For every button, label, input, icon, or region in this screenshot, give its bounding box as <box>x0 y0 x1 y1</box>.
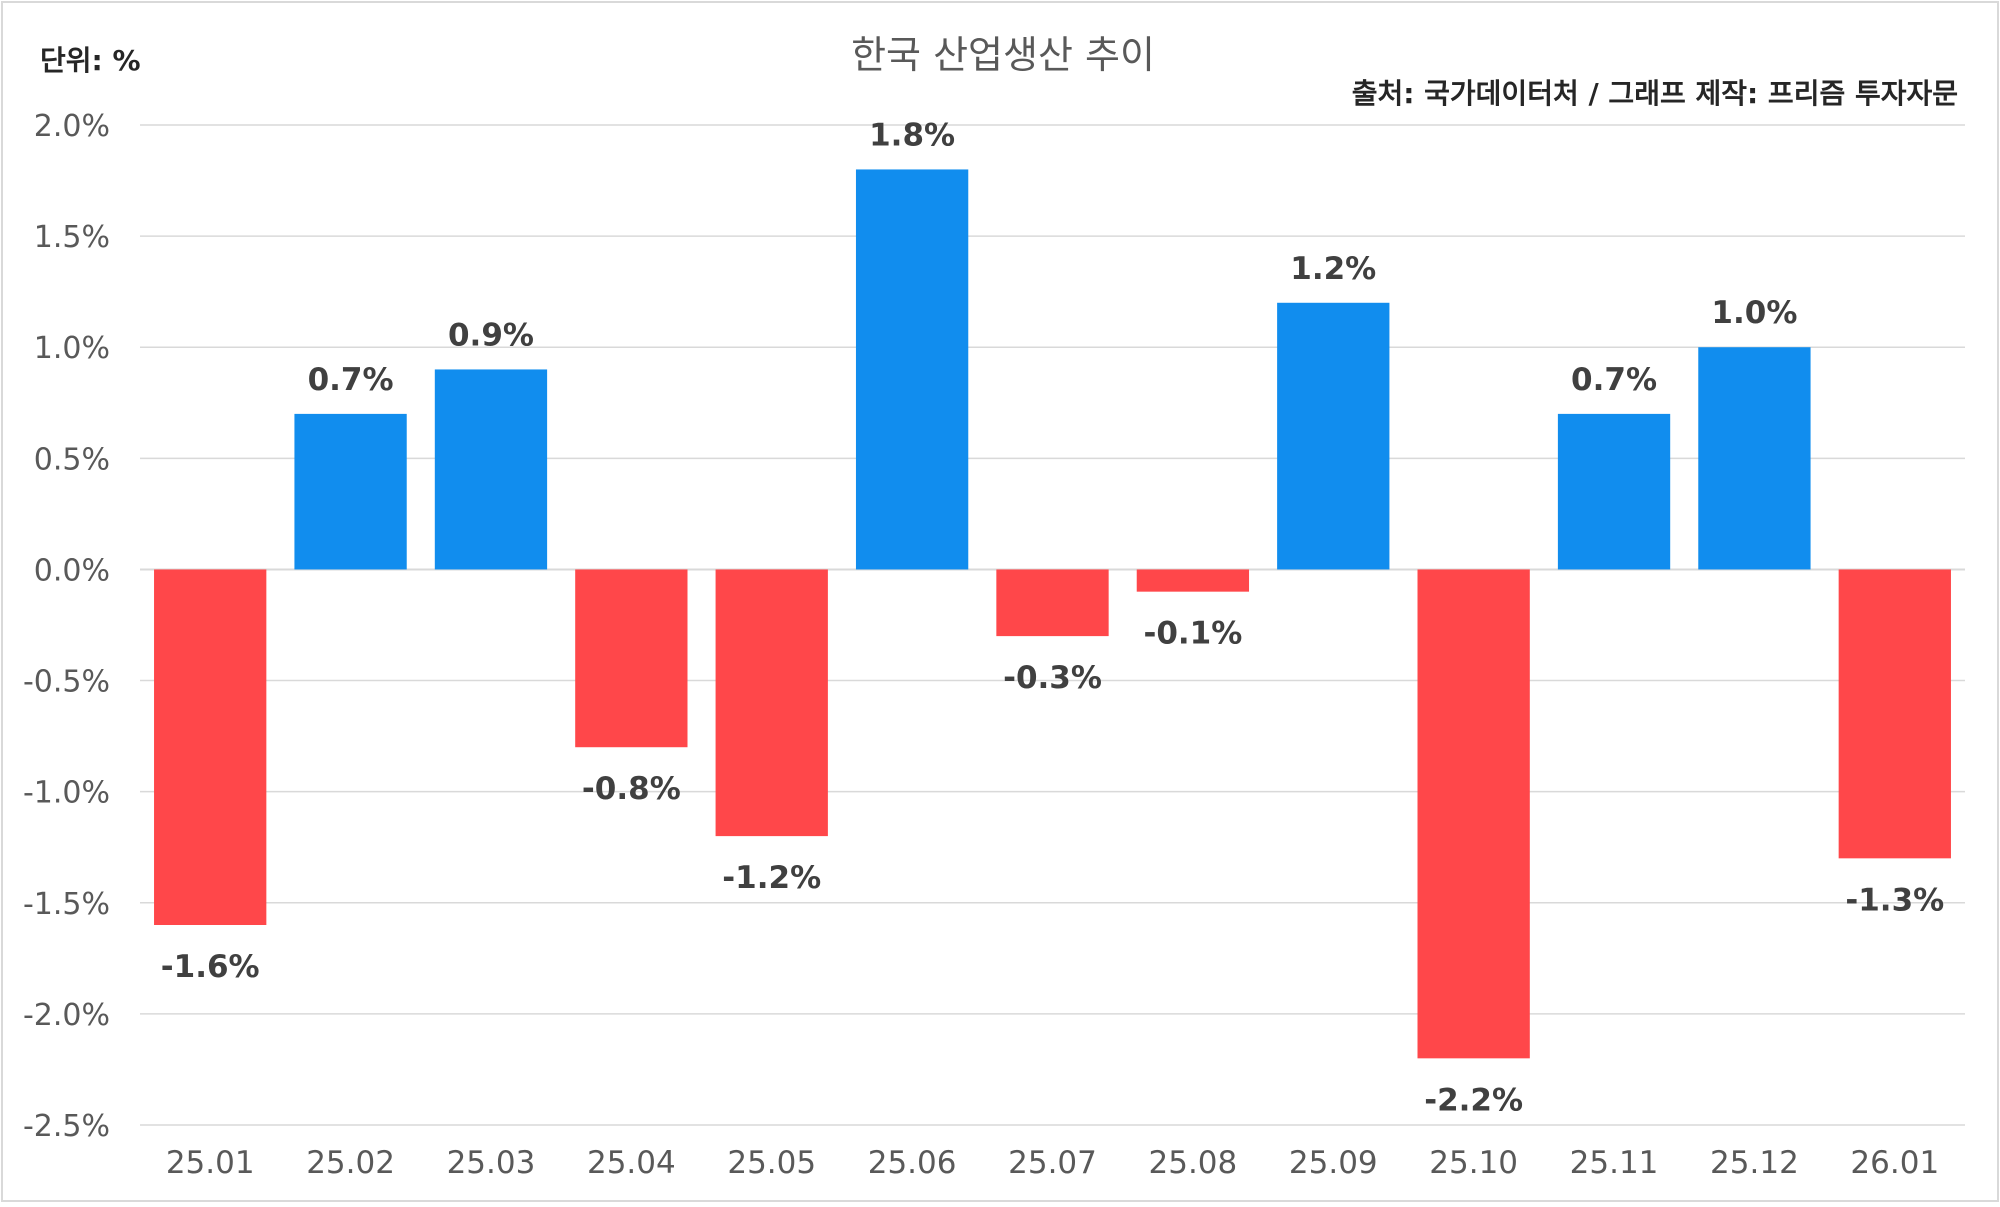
x-tick-label: 25.08 <box>1149 1145 1238 1181</box>
x-tick-label: 25.11 <box>1570 1145 1659 1181</box>
data-label: -1.3% <box>1845 882 1944 918</box>
bar-25.07 <box>996 569 1109 637</box>
y-tick-label: 1.5% <box>34 220 110 255</box>
x-tick-label: 25.10 <box>1429 1145 1518 1181</box>
y-tick-label: 1.0% <box>34 331 110 366</box>
data-label: 0.7% <box>308 362 394 398</box>
x-tick-label: 25.02 <box>306 1145 395 1181</box>
data-label: 0.7% <box>1571 362 1657 398</box>
bar-25.06 <box>855 169 969 570</box>
x-tick-label: 26.01 <box>1850 1145 1939 1181</box>
bar-26.01 <box>1838 569 1951 859</box>
data-labels: -1.6% 0.7% 0.9% -0.8% -1.2% 1.8% -0.3% -0.1% 1.2… <box>161 117 1944 1118</box>
data-label: -0.3% <box>1003 660 1102 696</box>
x-tick-label: 25.12 <box>1710 1145 1799 1181</box>
data-label: 0.9% <box>448 317 534 353</box>
data-label: -1.6% <box>161 949 260 985</box>
x-tick-label: 25.09 <box>1289 1145 1378 1181</box>
x-axis-ticks: 25.01 25.02 25.03 25.04 25.05 25.06 25.07 25.08… <box>166 1145 1939 1181</box>
x-tick-label: 25.04 <box>587 1145 676 1181</box>
gridlines <box>140 124 1965 1126</box>
data-label: 1.2% <box>1290 251 1376 287</box>
y-tick-label: -2.5% <box>23 1109 110 1144</box>
unit-label: 단위: % <box>40 44 141 77</box>
bar-25.04 <box>575 569 688 748</box>
data-label: -1.2% <box>722 860 821 896</box>
bar-25.12 <box>1698 347 1811 570</box>
x-tick-label: 25.01 <box>166 1145 255 1181</box>
bar-25.05 <box>715 569 828 837</box>
y-tick-label: -0.5% <box>23 665 110 700</box>
data-label: 1.0% <box>1711 295 1797 331</box>
y-tick-label: -1.0% <box>23 776 110 811</box>
data-label: -2.2% <box>1424 1082 1523 1118</box>
y-tick-label: 2.0% <box>34 109 110 144</box>
x-tick-label: 25.05 <box>727 1145 816 1181</box>
data-label: -0.8% <box>582 771 681 807</box>
data-label: -0.1% <box>1143 616 1242 652</box>
bar-25.01 <box>154 569 267 925</box>
y-tick-label: 0.5% <box>34 442 110 477</box>
bar-25.11 <box>1557 413 1671 570</box>
bar-25.09 <box>1277 302 1390 570</box>
bar-25.03 <box>434 369 548 570</box>
bars <box>154 169 1951 1059</box>
y-tick-label: -2.0% <box>23 998 110 1033</box>
y-axis-ticks: 2.0% 1.5% 1.0% 0.5% 0.0% -0.5% -1.0% -1.5% -2.0%… <box>23 109 110 1144</box>
x-tick-label: 25.07 <box>1008 1145 1097 1181</box>
y-tick-label: 0.0% <box>34 553 110 588</box>
bar-25.10 <box>1417 569 1530 1059</box>
source-label: 출처: 국가데이터처 / 그래프 제작: 프리즘 투자자문 <box>1352 77 1958 110</box>
x-tick-label: 25.06 <box>868 1145 957 1181</box>
x-tick-label: 25.03 <box>447 1145 536 1181</box>
data-label: 1.8% <box>869 117 955 153</box>
bar-25.08 <box>1136 569 1250 592</box>
chart-title: 한국 산업생산 추이 <box>851 33 1155 77</box>
bar-25.02 <box>294 413 407 570</box>
y-tick-label: -1.5% <box>23 887 110 922</box>
